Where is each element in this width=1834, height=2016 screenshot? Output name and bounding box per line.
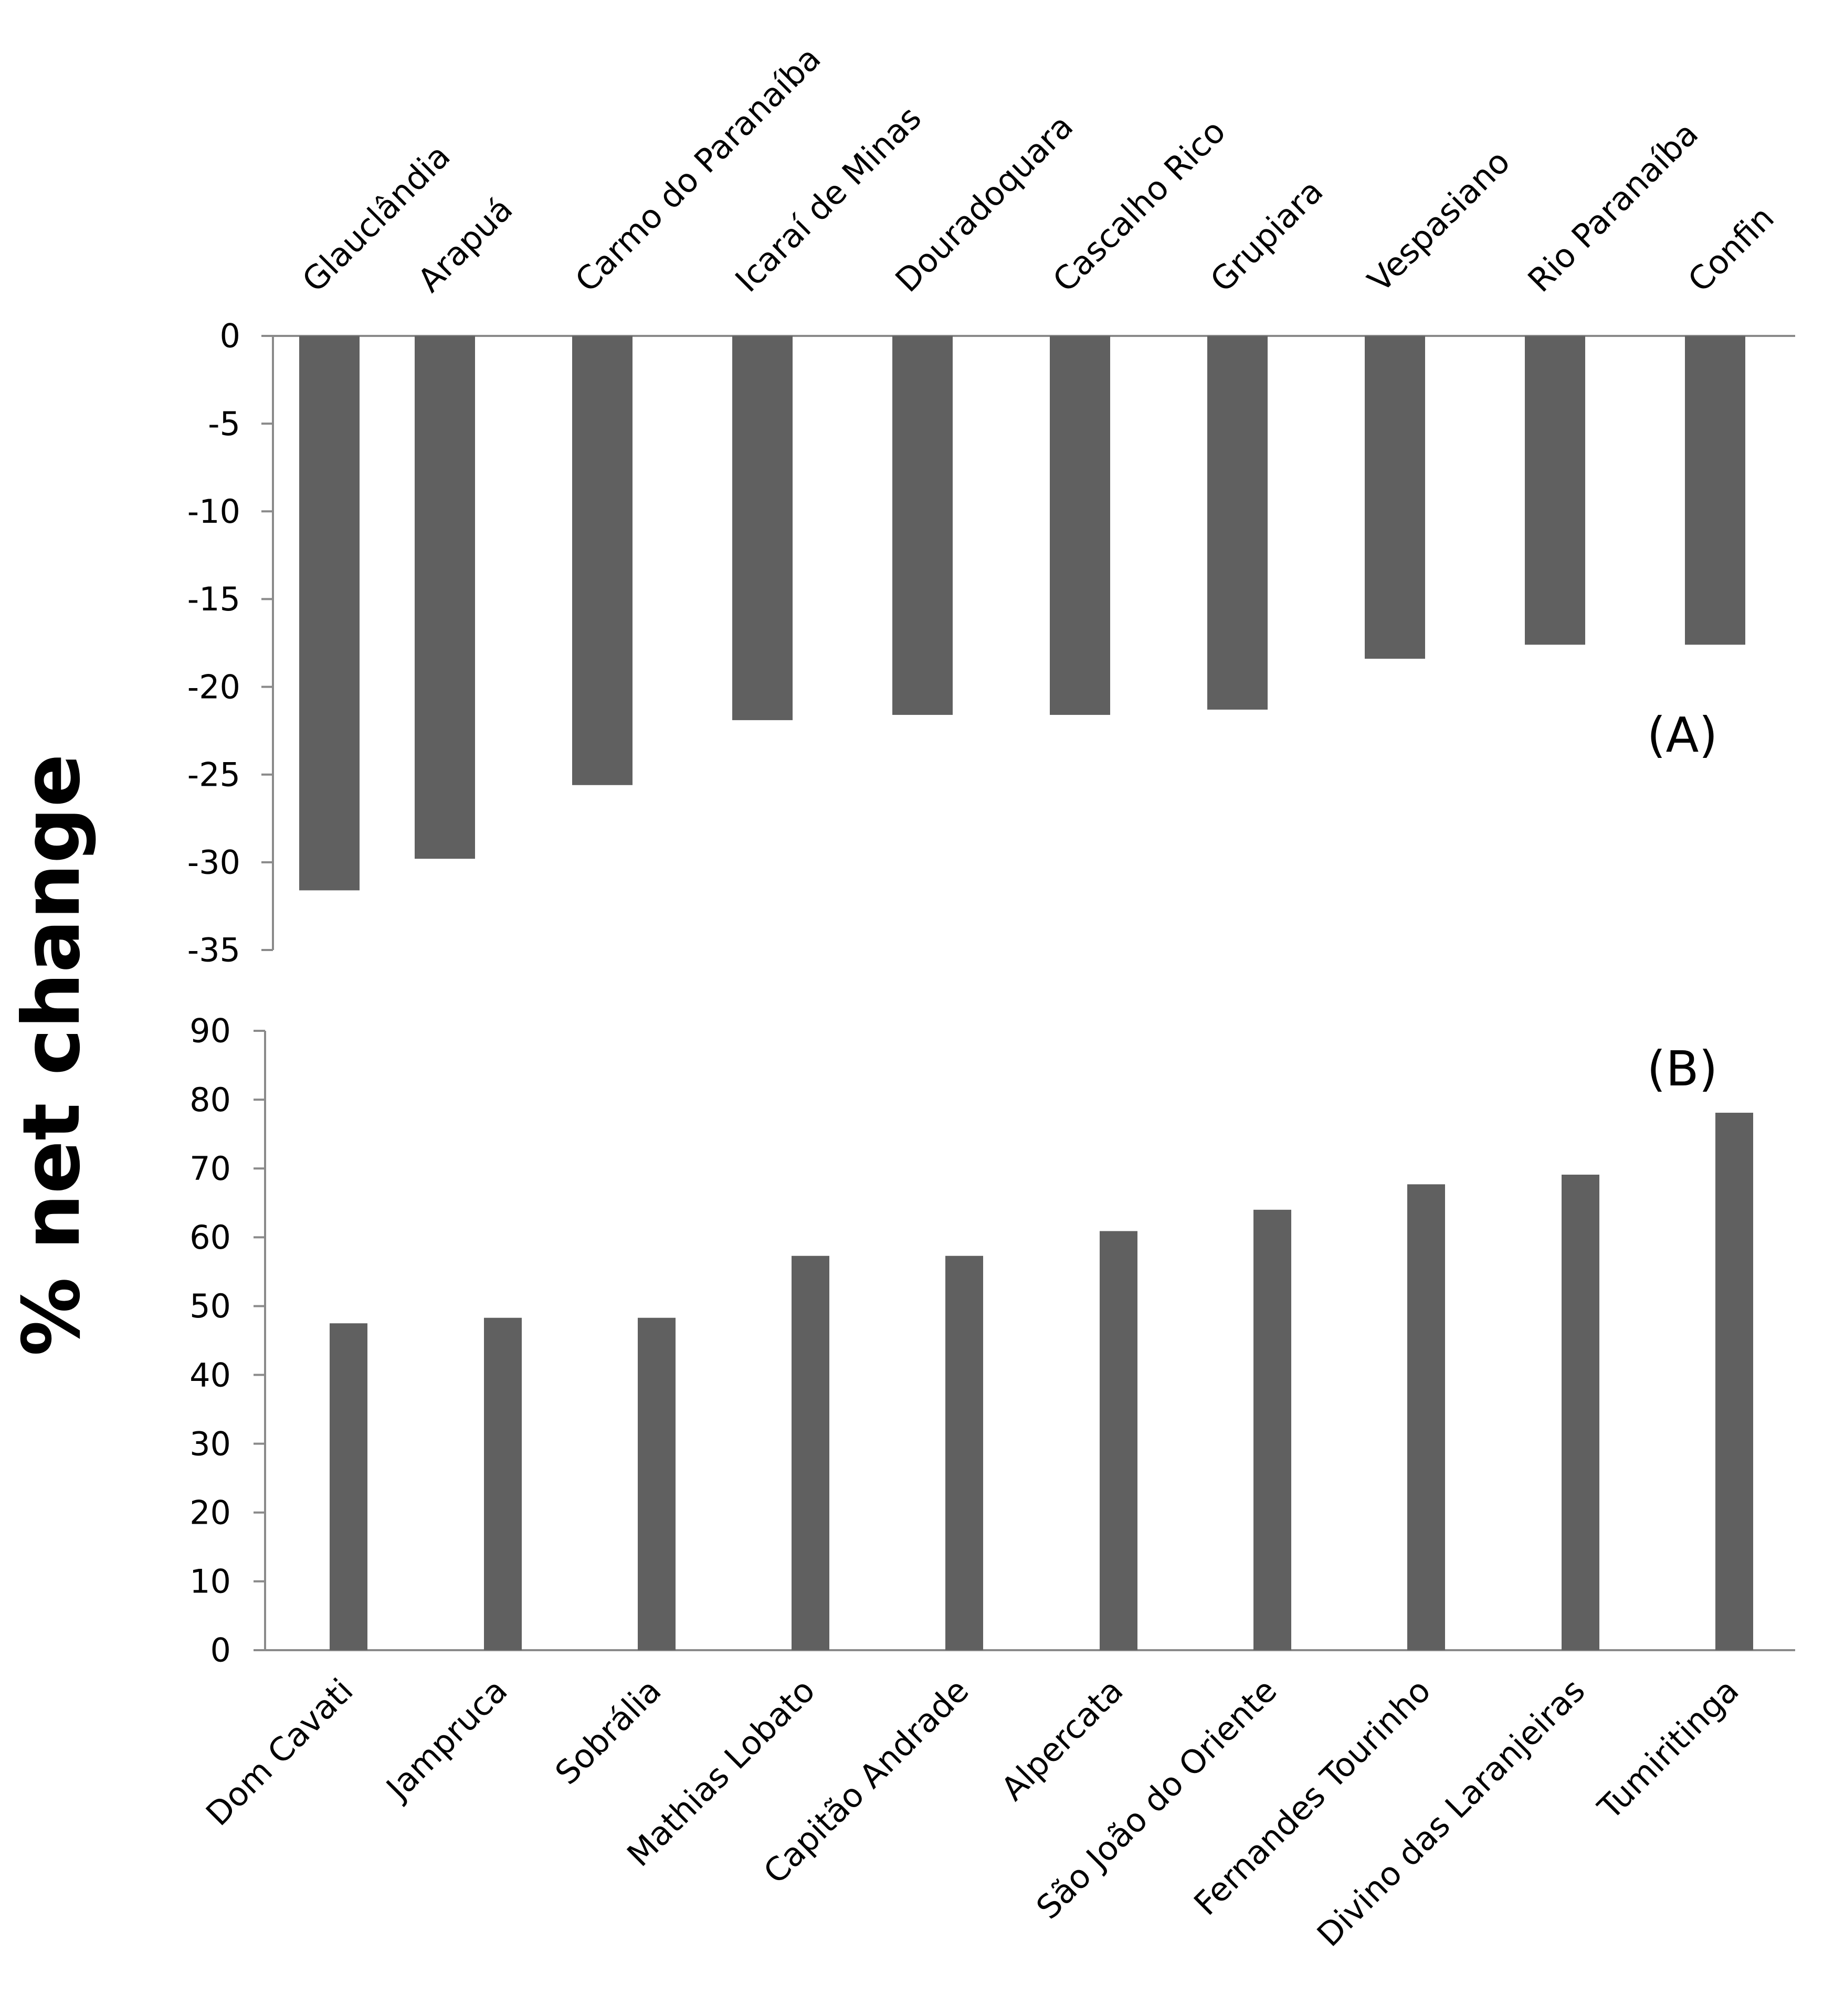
panel-a-category-label: Rio Paranaíba (1520, 114, 1705, 300)
panel-a-y-tick-label: -35 (187, 931, 240, 969)
panel-b-y-tick-label: 80 (189, 1081, 231, 1119)
panel-b-bar (1100, 1231, 1137, 1650)
panel-b-bar (1407, 1184, 1445, 1650)
panel-a-bar (892, 336, 953, 715)
panel-b-bar (330, 1323, 367, 1650)
panel-b-y-tick-label: 40 (189, 1356, 231, 1394)
panel-b-label: (B) (1647, 1041, 1718, 1097)
panel-a-bar (1685, 336, 1745, 645)
panel-b-bar (1253, 1209, 1291, 1650)
panel-b-y-tick-label: 0 (210, 1631, 231, 1670)
panel-a-y-tick-label: -5 (208, 405, 240, 443)
panel-a-negative-change: (A) 0-5-10-15-20-25-30-35GlauclândiaArap… (187, 39, 1795, 969)
panel-b-y-tick-label: 30 (189, 1424, 231, 1463)
panel-a-label: (A) (1647, 707, 1718, 763)
panel-a-y-tick-label: -20 (187, 668, 240, 706)
panel-b-y-tick-label: 20 (189, 1493, 231, 1532)
panel-a-y-tick-label: -10 (187, 492, 240, 531)
panel-a-category-label: Grupiara (1203, 172, 1330, 299)
panel-a-y-tick-label: -30 (187, 843, 240, 882)
panel-a-bar (1207, 336, 1268, 710)
panel-b-bar (945, 1255, 983, 1650)
panel-a-bar (732, 336, 793, 721)
panel-b-bar (1562, 1175, 1599, 1650)
panel-a-bar (1050, 336, 1110, 715)
panel-a-category-label: Vespasiano (1360, 142, 1517, 299)
panel-a-bar (299, 336, 360, 891)
panel-a-bar (415, 336, 475, 859)
panel-b-category-label: Divino das Laranjeiras (1310, 1671, 1593, 1954)
panel-b-y-tick-label: 50 (189, 1287, 231, 1325)
panel-b-category-label: Jampruca (377, 1671, 515, 1809)
panel-a-y-tick-label: -25 (187, 755, 240, 794)
panel-b-bar (792, 1255, 829, 1650)
panel-b-y-tick-label: 70 (189, 1149, 231, 1188)
panel-b-category-label: Sobrália (547, 1671, 668, 1792)
panel-b-positive-change: (B) 0 10 20 30 40 50 60 70 80 90 Dom Cavati Jampruc… (189, 1012, 1795, 1954)
panel-a-category-label: Arapuá (410, 190, 520, 300)
panel-a-bar (1365, 336, 1425, 659)
panel-b-category-label: Dom Cavati (198, 1671, 360, 1833)
panel-b-y-tick-label: 90 (189, 1012, 231, 1050)
panel-b-category-label: Tumiritinga (1590, 1671, 1746, 1827)
panel-b-bar (1715, 1113, 1753, 1650)
panel-b-y-tick-label: 10 (189, 1563, 231, 1601)
panel-a-y-tick-label: -15 (187, 580, 240, 618)
panel-b-bar (484, 1317, 522, 1650)
panel-a-category-label: Confin (1680, 198, 1781, 299)
panel-b-category-label: Alpercata (994, 1671, 1131, 1808)
panel-a-bar (1525, 336, 1585, 645)
panel-b-y-tick-label: 60 (189, 1218, 231, 1257)
panel-b-bar (638, 1317, 676, 1650)
shared-y-axis-label: % net change (6, 754, 98, 1356)
panel-a-y-tick-label: 0 (220, 317, 240, 355)
panel-a-bar (572, 336, 633, 785)
